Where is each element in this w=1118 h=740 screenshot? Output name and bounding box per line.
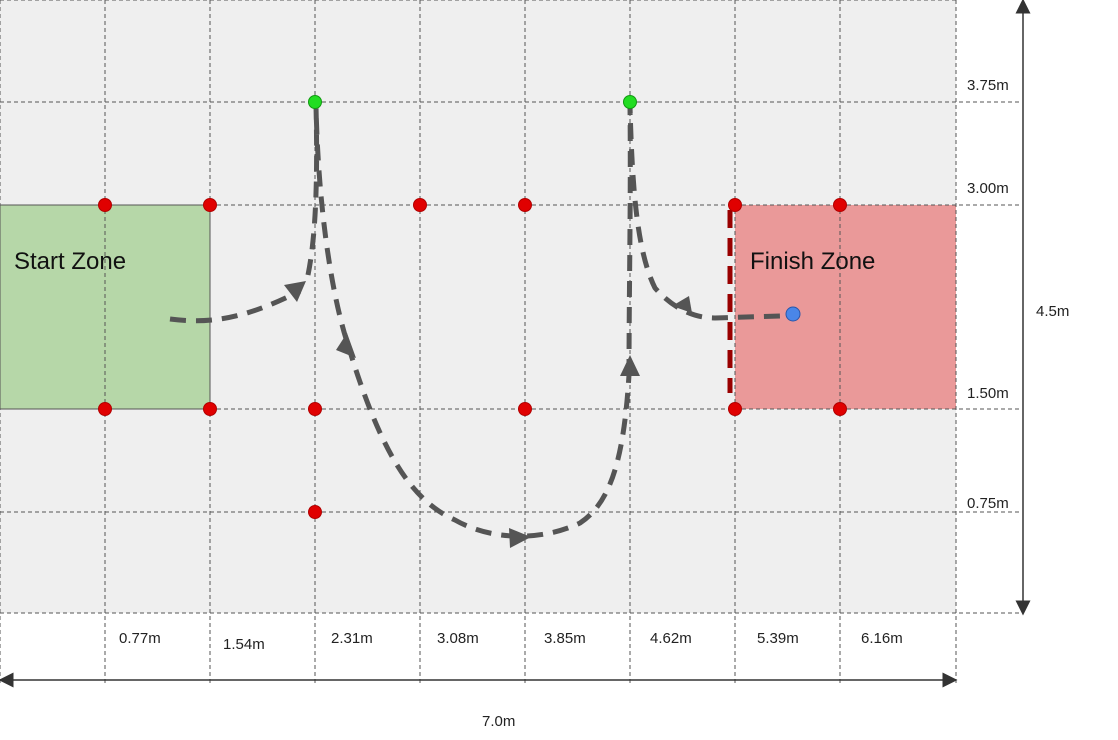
turn-marker	[308, 95, 322, 109]
path-segment-second-turn	[626, 105, 781, 376]
arrowhead-1	[284, 281, 306, 302]
path-segment-loop	[345, 344, 632, 539]
start-zone-label: Start Zone	[14, 248, 126, 275]
x-label-6.16: 6.16m	[861, 630, 903, 647]
cone	[413, 198, 427, 212]
cone	[98, 198, 112, 212]
cone	[728, 402, 742, 416]
x-label-4.62: 4.62m	[650, 630, 692, 647]
cone	[518, 198, 532, 212]
arrowhead-3	[509, 528, 531, 548]
cone	[98, 402, 112, 416]
y-label-0.75: 0.75m	[967, 495, 1009, 512]
turn-marker	[623, 95, 637, 109]
x-label-5.39: 5.39m	[757, 630, 799, 647]
cone	[833, 402, 847, 416]
height-label: 4.5m	[1036, 303, 1069, 320]
finish-zone-label: Finish Zone	[750, 248, 875, 275]
arrowhead-2	[336, 333, 356, 358]
route-path	[169, 105, 781, 548]
cone	[203, 402, 217, 416]
width-label: 7.0m	[482, 713, 515, 730]
y-label-3.00: 3.00m	[967, 180, 1009, 197]
finish-zone	[735, 205, 956, 409]
cone	[308, 505, 322, 519]
y-label-3.75: 3.75m	[967, 77, 1009, 94]
x-label-3.85: 3.85m	[544, 630, 586, 647]
arrowhead-5	[672, 296, 692, 313]
cone	[308, 402, 322, 416]
end-point	[785, 306, 801, 322]
y-label-1.50: 1.50m	[967, 385, 1009, 402]
cone	[518, 402, 532, 416]
x-label-1.54: 1.54m	[223, 636, 265, 653]
path-segment-start-to-first-turn	[169, 288, 302, 324]
cone	[833, 198, 847, 212]
cone	[728, 198, 742, 212]
x-label-3.08: 3.08m	[437, 630, 479, 647]
cone	[203, 198, 217, 212]
x-label-2.31: 2.31m	[331, 630, 373, 647]
horizontal-grid-lines	[0, 0, 1020, 614]
cones	[98, 198, 847, 519]
x-label-0.77: 0.77m	[119, 630, 161, 647]
